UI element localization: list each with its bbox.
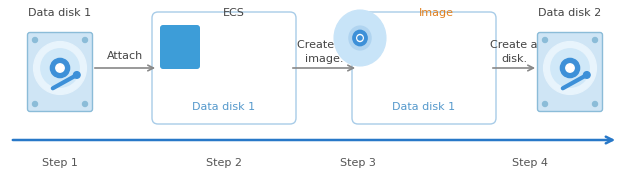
Circle shape: [358, 36, 362, 40]
Text: Create an
image.: Create an image.: [297, 40, 352, 64]
Text: Data disk 1: Data disk 1: [192, 102, 255, 112]
Circle shape: [82, 38, 87, 43]
Circle shape: [543, 42, 596, 94]
Text: Step 1: Step 1: [42, 158, 78, 168]
Text: Step 3: Step 3: [340, 158, 376, 168]
FancyBboxPatch shape: [152, 12, 296, 124]
Circle shape: [33, 38, 38, 43]
Text: Data disk 1: Data disk 1: [28, 8, 92, 18]
Circle shape: [593, 101, 598, 106]
Text: Step 4: Step 4: [512, 158, 548, 168]
Circle shape: [33, 42, 86, 94]
Circle shape: [82, 101, 87, 106]
FancyBboxPatch shape: [160, 25, 200, 69]
Circle shape: [560, 58, 579, 78]
Circle shape: [56, 64, 64, 72]
Circle shape: [33, 101, 38, 106]
Circle shape: [584, 72, 590, 78]
Ellipse shape: [334, 10, 386, 66]
FancyBboxPatch shape: [28, 33, 92, 111]
Text: Data disk 1: Data disk 1: [392, 102, 455, 112]
Ellipse shape: [349, 26, 371, 50]
FancyBboxPatch shape: [352, 12, 496, 124]
Circle shape: [542, 101, 547, 106]
Ellipse shape: [353, 30, 367, 46]
Text: Data disk 2: Data disk 2: [538, 8, 601, 18]
Text: Step 2: Step 2: [206, 158, 242, 168]
Circle shape: [593, 38, 598, 43]
Circle shape: [50, 58, 70, 78]
Circle shape: [566, 64, 574, 72]
Text: ECS: ECS: [223, 8, 245, 18]
Text: Attach: Attach: [107, 51, 143, 61]
Circle shape: [542, 38, 547, 43]
Circle shape: [74, 72, 80, 78]
Circle shape: [41, 49, 79, 87]
Circle shape: [551, 49, 589, 87]
Text: Image: Image: [418, 8, 454, 18]
FancyBboxPatch shape: [538, 33, 603, 111]
Text: Create a
disk.: Create a disk.: [490, 40, 538, 64]
Ellipse shape: [357, 35, 364, 41]
